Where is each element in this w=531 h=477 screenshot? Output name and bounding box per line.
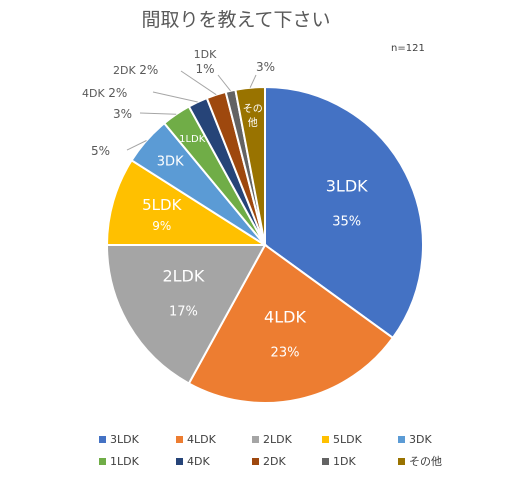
leader-line — [217, 74, 231, 92]
legend-label: 1LDK — [110, 455, 140, 468]
legend-label: 3DK — [409, 433, 432, 446]
legend-item: 2DK — [252, 455, 286, 468]
leader-line — [139, 112, 177, 115]
legend-swatch — [322, 436, 329, 443]
outer-name-value-label: 2DK 2% — [113, 63, 158, 77]
outer-name-value-label: 4DK 2% — [82, 86, 127, 100]
slice-name-label: その他 — [243, 103, 263, 129]
legend-swatch — [176, 436, 183, 443]
legend-item: 4DK — [176, 455, 210, 468]
slice-name-label: 5LDK — [142, 196, 182, 214]
legend-label: 4LDK — [187, 433, 217, 446]
chart-title: 間取りを教えて下さい — [141, 9, 330, 31]
legend-swatch — [252, 436, 259, 443]
slice-name-label: 3DK — [157, 154, 184, 169]
slice-name-label: 2LDK — [162, 266, 204, 285]
legend-label: 5LDK — [333, 433, 363, 446]
slice-4ldk — [187, 243, 395, 404]
legend-swatch — [322, 458, 329, 465]
outer-value-label: 3% — [256, 60, 275, 74]
slice-name-label: 3LDK — [326, 176, 368, 195]
slice-2ldk — [105, 244, 267, 385]
slice-3ldk — [264, 85, 424, 340]
slice-name-label: 4LDK — [264, 307, 306, 326]
legend-swatch — [176, 458, 183, 465]
slice-name-label: 1LDK — [179, 134, 206, 145]
legend-item: 1LDK — [99, 455, 140, 468]
legend-item: その他 — [398, 455, 442, 468]
slice-labels: 3LDK 35% 4LDK 23% 2LDK 17% 5LDK 9% 3DK 1LDK その他 5% 3… — [82, 48, 368, 360]
legend-label: 2LDK — [263, 433, 293, 446]
sample-size-note: n=121 — [391, 43, 425, 54]
legend-swatch — [252, 458, 259, 465]
legend-item: 3DK — [398, 433, 432, 446]
leader-line — [249, 74, 257, 88]
legend-swatch — [398, 436, 405, 443]
legend-swatch — [99, 458, 106, 465]
slice-5ldk — [105, 158, 269, 246]
leader-line — [180, 70, 217, 96]
legend-label: 1DK — [333, 455, 356, 468]
slice-value-label: 17% — [169, 304, 198, 319]
legend-label: 2DK — [263, 455, 286, 468]
pie-slices — [105, 85, 424, 404]
outer-name-label: 1DK — [194, 48, 217, 61]
outer-value-label: 5% — [91, 144, 110, 158]
legend-swatch — [99, 436, 106, 443]
leader-lines — [126, 70, 257, 151]
legend-item: 2LDK — [252, 433, 293, 446]
legend-item: 5LDK — [322, 433, 363, 446]
leader-line — [152, 91, 198, 103]
slice-value-label: 35% — [332, 214, 361, 229]
legend-label: その他 — [409, 455, 442, 468]
legend-label: 4DK — [187, 455, 210, 468]
legend-swatch — [398, 458, 405, 465]
slice-value-label: 23% — [271, 345, 300, 360]
slice-value-label: 9% — [152, 219, 171, 233]
legend: 3LDK 4LDK 2LDK 5LDK 3DK 1LDK 4DK 2DK 1DK その他 — [99, 433, 442, 468]
legend-item: 1DK — [322, 455, 356, 468]
legend-item: 4LDK — [176, 433, 217, 446]
legend-label: 3LDK — [110, 433, 140, 446]
legend-item: 3LDK — [99, 433, 140, 446]
outer-value-label: 1% — [195, 62, 214, 76]
leader-line — [126, 140, 147, 151]
outer-value-label: 3% — [113, 107, 132, 121]
